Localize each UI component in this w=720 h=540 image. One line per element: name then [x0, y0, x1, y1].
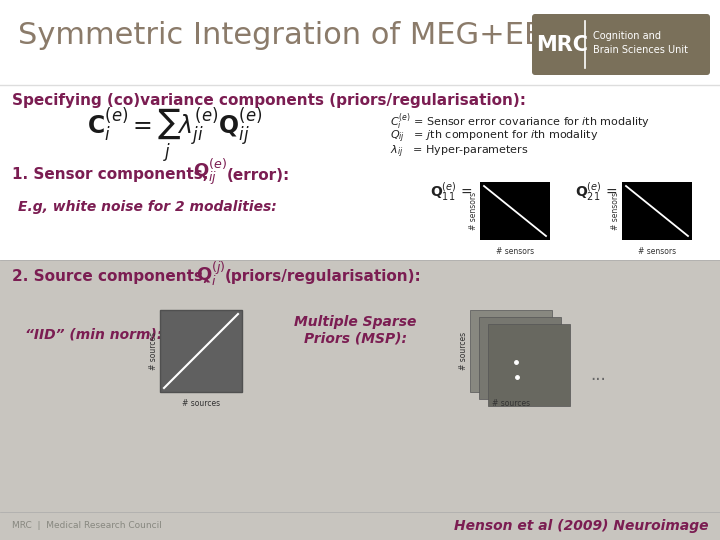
- Text: $\mathbf{Q}_{21}^{(e)}$ =: $\mathbf{Q}_{21}^{(e)}$ =: [575, 181, 618, 203]
- Bar: [0, 260, 720, 540]
- Text: # sources: # sources: [492, 399, 530, 408]
- Text: # sensors: # sensors: [469, 192, 478, 230]
- Text: $C_i^{(e)}$ = Sensor error covariance for $i$th modality: $C_i^{(e)}$ = Sensor error covariance fo…: [390, 112, 650, 132]
- Text: ...: ...: [590, 366, 606, 384]
- Bar: [0, 0, 720, 260]
- Text: 1. Sensor components,: 1. Sensor components,: [12, 167, 219, 183]
- Text: $\mathbf{Q}_i^{(j)}$: $\mathbf{Q}_i^{(j)}$: [196, 260, 226, 288]
- Text: Multiple Sparse
Priors (MSP):: Multiple Sparse Priors (MSP):: [294, 315, 416, 345]
- Text: (error):: (error):: [227, 167, 290, 183]
- Text: 2. Source components,: 2. Source components,: [12, 269, 219, 285]
- Text: MRC  |  Medical Research Council: MRC | Medical Research Council: [12, 522, 162, 530]
- Text: Specifying (co)variance components (priors/regularisation):: Specifying (co)variance components (prio…: [12, 92, 526, 107]
- Text: # sensors: # sensors: [496, 247, 534, 256]
- Text: $\lambda_{ij}$   = Hyper-parameters: $\lambda_{ij}$ = Hyper-parameters: [390, 144, 528, 160]
- FancyBboxPatch shape: [532, 14, 710, 75]
- Text: E.g, white noise for 2 modalities:: E.g, white noise for 2 modalities:: [18, 200, 276, 214]
- Bar: [479, 317, 561, 399]
- Text: MRC: MRC: [536, 35, 588, 55]
- Bar: [622, 182, 692, 240]
- Text: # sensors: # sensors: [638, 247, 676, 256]
- Bar: [480, 182, 550, 240]
- Text: # sources: # sources: [459, 332, 468, 370]
- Bar: [160, 310, 242, 392]
- Text: Brain Sciences Unit: Brain Sciences Unit: [593, 45, 688, 55]
- Text: # sources: # sources: [149, 332, 158, 370]
- Bar: [488, 324, 570, 406]
- Text: Cognition and: Cognition and: [593, 31, 661, 41]
- Text: Symmetric Integration of MEG+EEG: Symmetric Integration of MEG+EEG: [18, 21, 567, 50]
- Text: # sensors: # sensors: [611, 192, 620, 230]
- Text: # sources: # sources: [182, 399, 220, 408]
- Text: Henson et al (2009) Neuroimage: Henson et al (2009) Neuroimage: [454, 519, 708, 533]
- Text: $\mathbf{C}_i^{(e)} = \sum_j \lambda_{ji}^{(e)} \mathbf{Q}_{ij}^{(e)}$: $\mathbf{C}_i^{(e)} = \sum_j \lambda_{ji…: [87, 105, 263, 165]
- Text: $\mathbf{Q}_{11}^{(e)}$ =: $\mathbf{Q}_{11}^{(e)}$ =: [430, 181, 472, 203]
- Bar: [470, 310, 552, 392]
- Text: $Q_{ij}$   = $j$th component for $i$th modality: $Q_{ij}$ = $j$th component for $i$th mod…: [390, 129, 598, 145]
- Text: “IID” (min norm):: “IID” (min norm):: [25, 328, 163, 342]
- Text: $\mathbf{Q}_{ij}^{(e)}$: $\mathbf{Q}_{ij}^{(e)}$: [193, 157, 227, 187]
- Text: (priors/regularisation):: (priors/regularisation):: [225, 269, 422, 285]
